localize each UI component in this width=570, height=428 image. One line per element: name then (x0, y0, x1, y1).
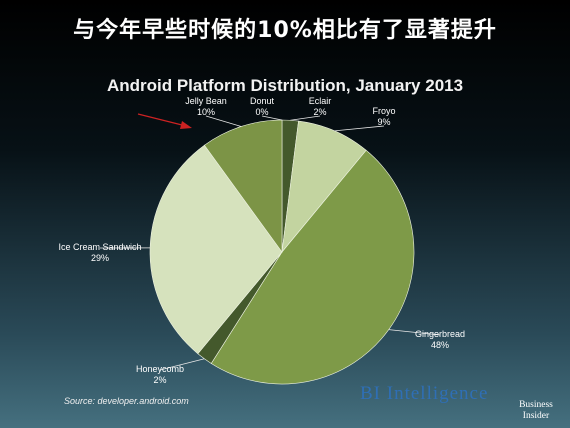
bi-intelligence-brand: BI Intelligence (360, 383, 489, 404)
slice-label-froyo: Froyo (372, 106, 395, 116)
slice-value-honeycomb: 2% (153, 375, 166, 385)
slice-value-ice-cream-sandwich: 29% (91, 253, 109, 263)
slice-label-jelly-bean: Jelly Bean (185, 96, 227, 106)
chart-title: Android Platform Distribution, January 2… (106, 76, 464, 95)
slice-value-eclair: 2% (313, 107, 326, 117)
pie-slice-gingerbread (210, 149, 415, 385)
pie-slices (149, 119, 415, 385)
slice-value-jelly-bean: 10% (197, 107, 215, 117)
leader-line-donut (261, 115, 283, 121)
leader-line-eclair (290, 115, 321, 121)
annotation-arrow-shaft (137, 113, 187, 127)
leader-line-jelly-bean (205, 115, 242, 127)
slice-label-honeycomb: Honeycomb (136, 364, 184, 374)
annotation-arrow (137, 113, 192, 129)
slice-value-gingerbread: 48% (431, 340, 449, 350)
slice-label-eclair: Eclair (309, 96, 332, 106)
business-insider-logo: Business Insider (508, 400, 564, 422)
headline: 与今年早些时候的10%相比有了显著提升 (73, 18, 497, 43)
slice-label-donut: Donut (250, 96, 275, 106)
leader-line-gingerbread (388, 329, 441, 336)
leader-lines (99, 115, 441, 371)
leader-line-froyo (334, 125, 385, 132)
slice-value-froyo: 9% (377, 117, 390, 127)
slice-label-ice-cream-sandwich: Ice Cream Sandwich (58, 242, 141, 252)
annotation-arrow-head (180, 121, 192, 129)
logo-line-1: Business (519, 400, 553, 410)
slice-label-gingerbread: Gingerbread (415, 329, 465, 339)
leader-line-honeycomb (159, 358, 205, 371)
slice-value-donut: 0% (255, 107, 268, 117)
source-note: Source: developer.android.com (64, 396, 189, 406)
logo-line-2: Insider (522, 411, 550, 421)
